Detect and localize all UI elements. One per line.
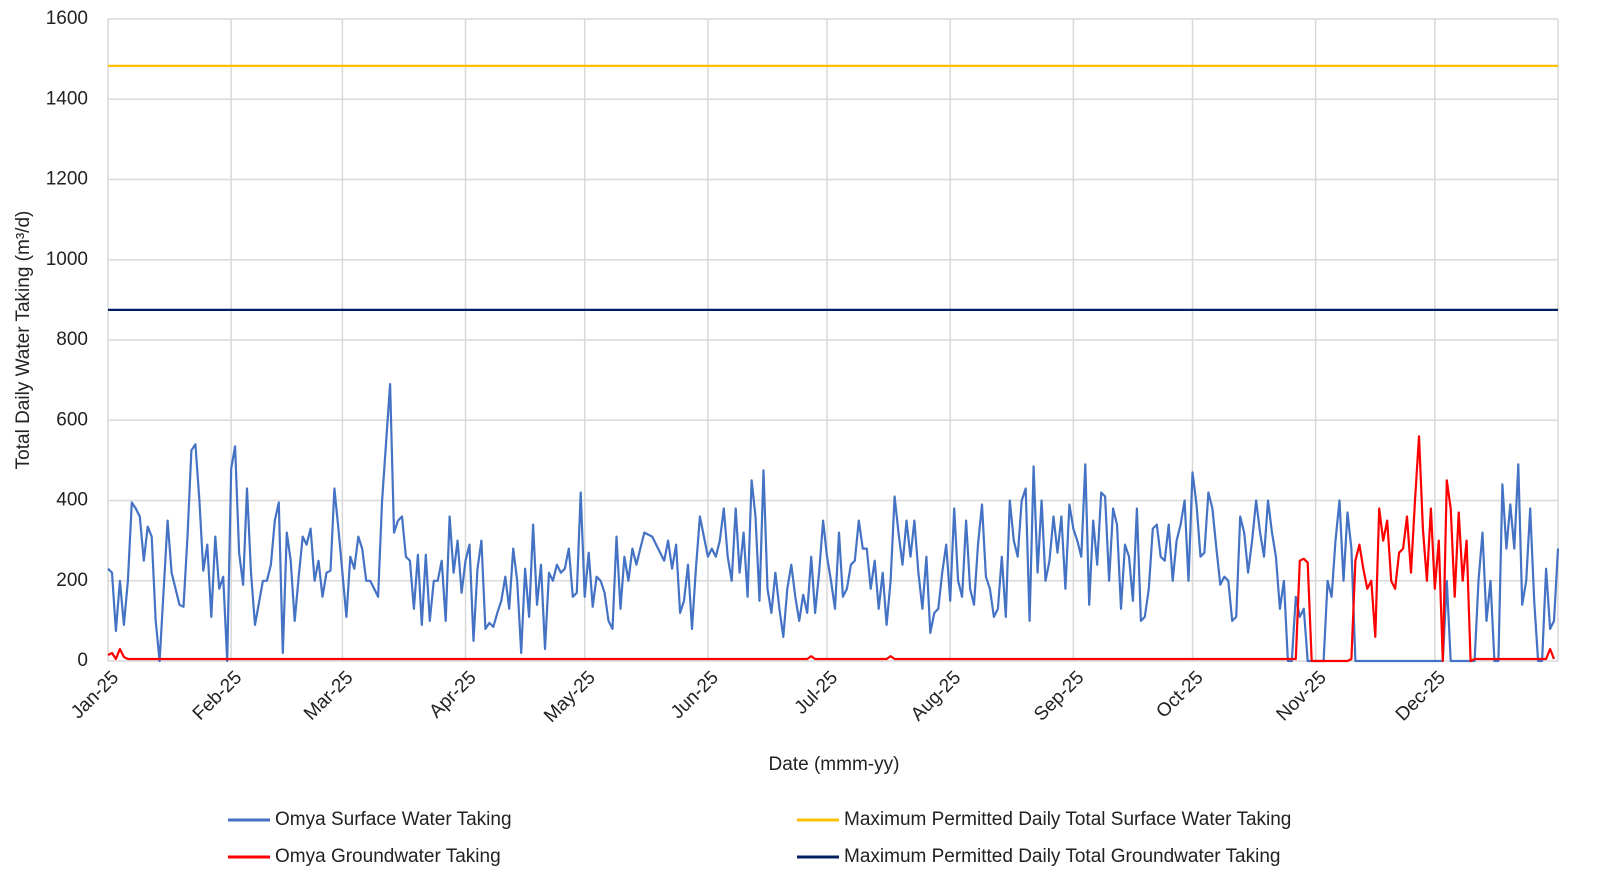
series-line xyxy=(107,435,1556,663)
x-tick-label: Aug-25 xyxy=(907,667,965,725)
y-tick-label: 800 xyxy=(56,329,88,350)
y-tick-label: 0 xyxy=(77,650,88,671)
x-tick-label: Nov-25 xyxy=(1273,667,1331,725)
y-tick-label: 1600 xyxy=(46,8,88,29)
x-tick-label: Jan-25 xyxy=(67,667,123,723)
x-tick-label: Jun-25 xyxy=(667,667,723,723)
y-tick-label: 600 xyxy=(56,409,88,430)
y-tick-label: 1000 xyxy=(46,249,88,270)
y-tick-label: 1400 xyxy=(46,88,88,109)
series-line xyxy=(107,383,1560,663)
x-tick-label: Oct-25 xyxy=(1152,667,1207,722)
y-tick-label: 200 xyxy=(56,570,88,591)
x-tick-label: Sep-25 xyxy=(1030,667,1088,725)
legend-label: Omya Groundwater Taking xyxy=(275,846,501,867)
legend-label: Maximum Permitted Daily Total Surface Wa… xyxy=(844,809,1291,830)
y-axis-title: Total Daily Water Taking (m³/d) xyxy=(13,211,34,470)
x-tick-label: Apr-25 xyxy=(425,667,480,722)
x-tick-label: May-25 xyxy=(540,667,600,727)
y-tick-label: 400 xyxy=(56,490,88,511)
y-tick-label: 1200 xyxy=(46,169,88,190)
x-tick-label: Feb-25 xyxy=(189,667,246,724)
legend-label: Omya Surface Water Taking xyxy=(275,809,512,830)
x-tick-label: Jul-25 xyxy=(791,667,842,718)
x-tick-label: Mar-25 xyxy=(300,667,357,724)
x-axis-title: Date (mmm-yy) xyxy=(769,754,900,775)
legend-label: Maximum Permitted Daily Total Groundwate… xyxy=(844,846,1280,867)
x-tick-label: Dec-25 xyxy=(1392,667,1450,725)
